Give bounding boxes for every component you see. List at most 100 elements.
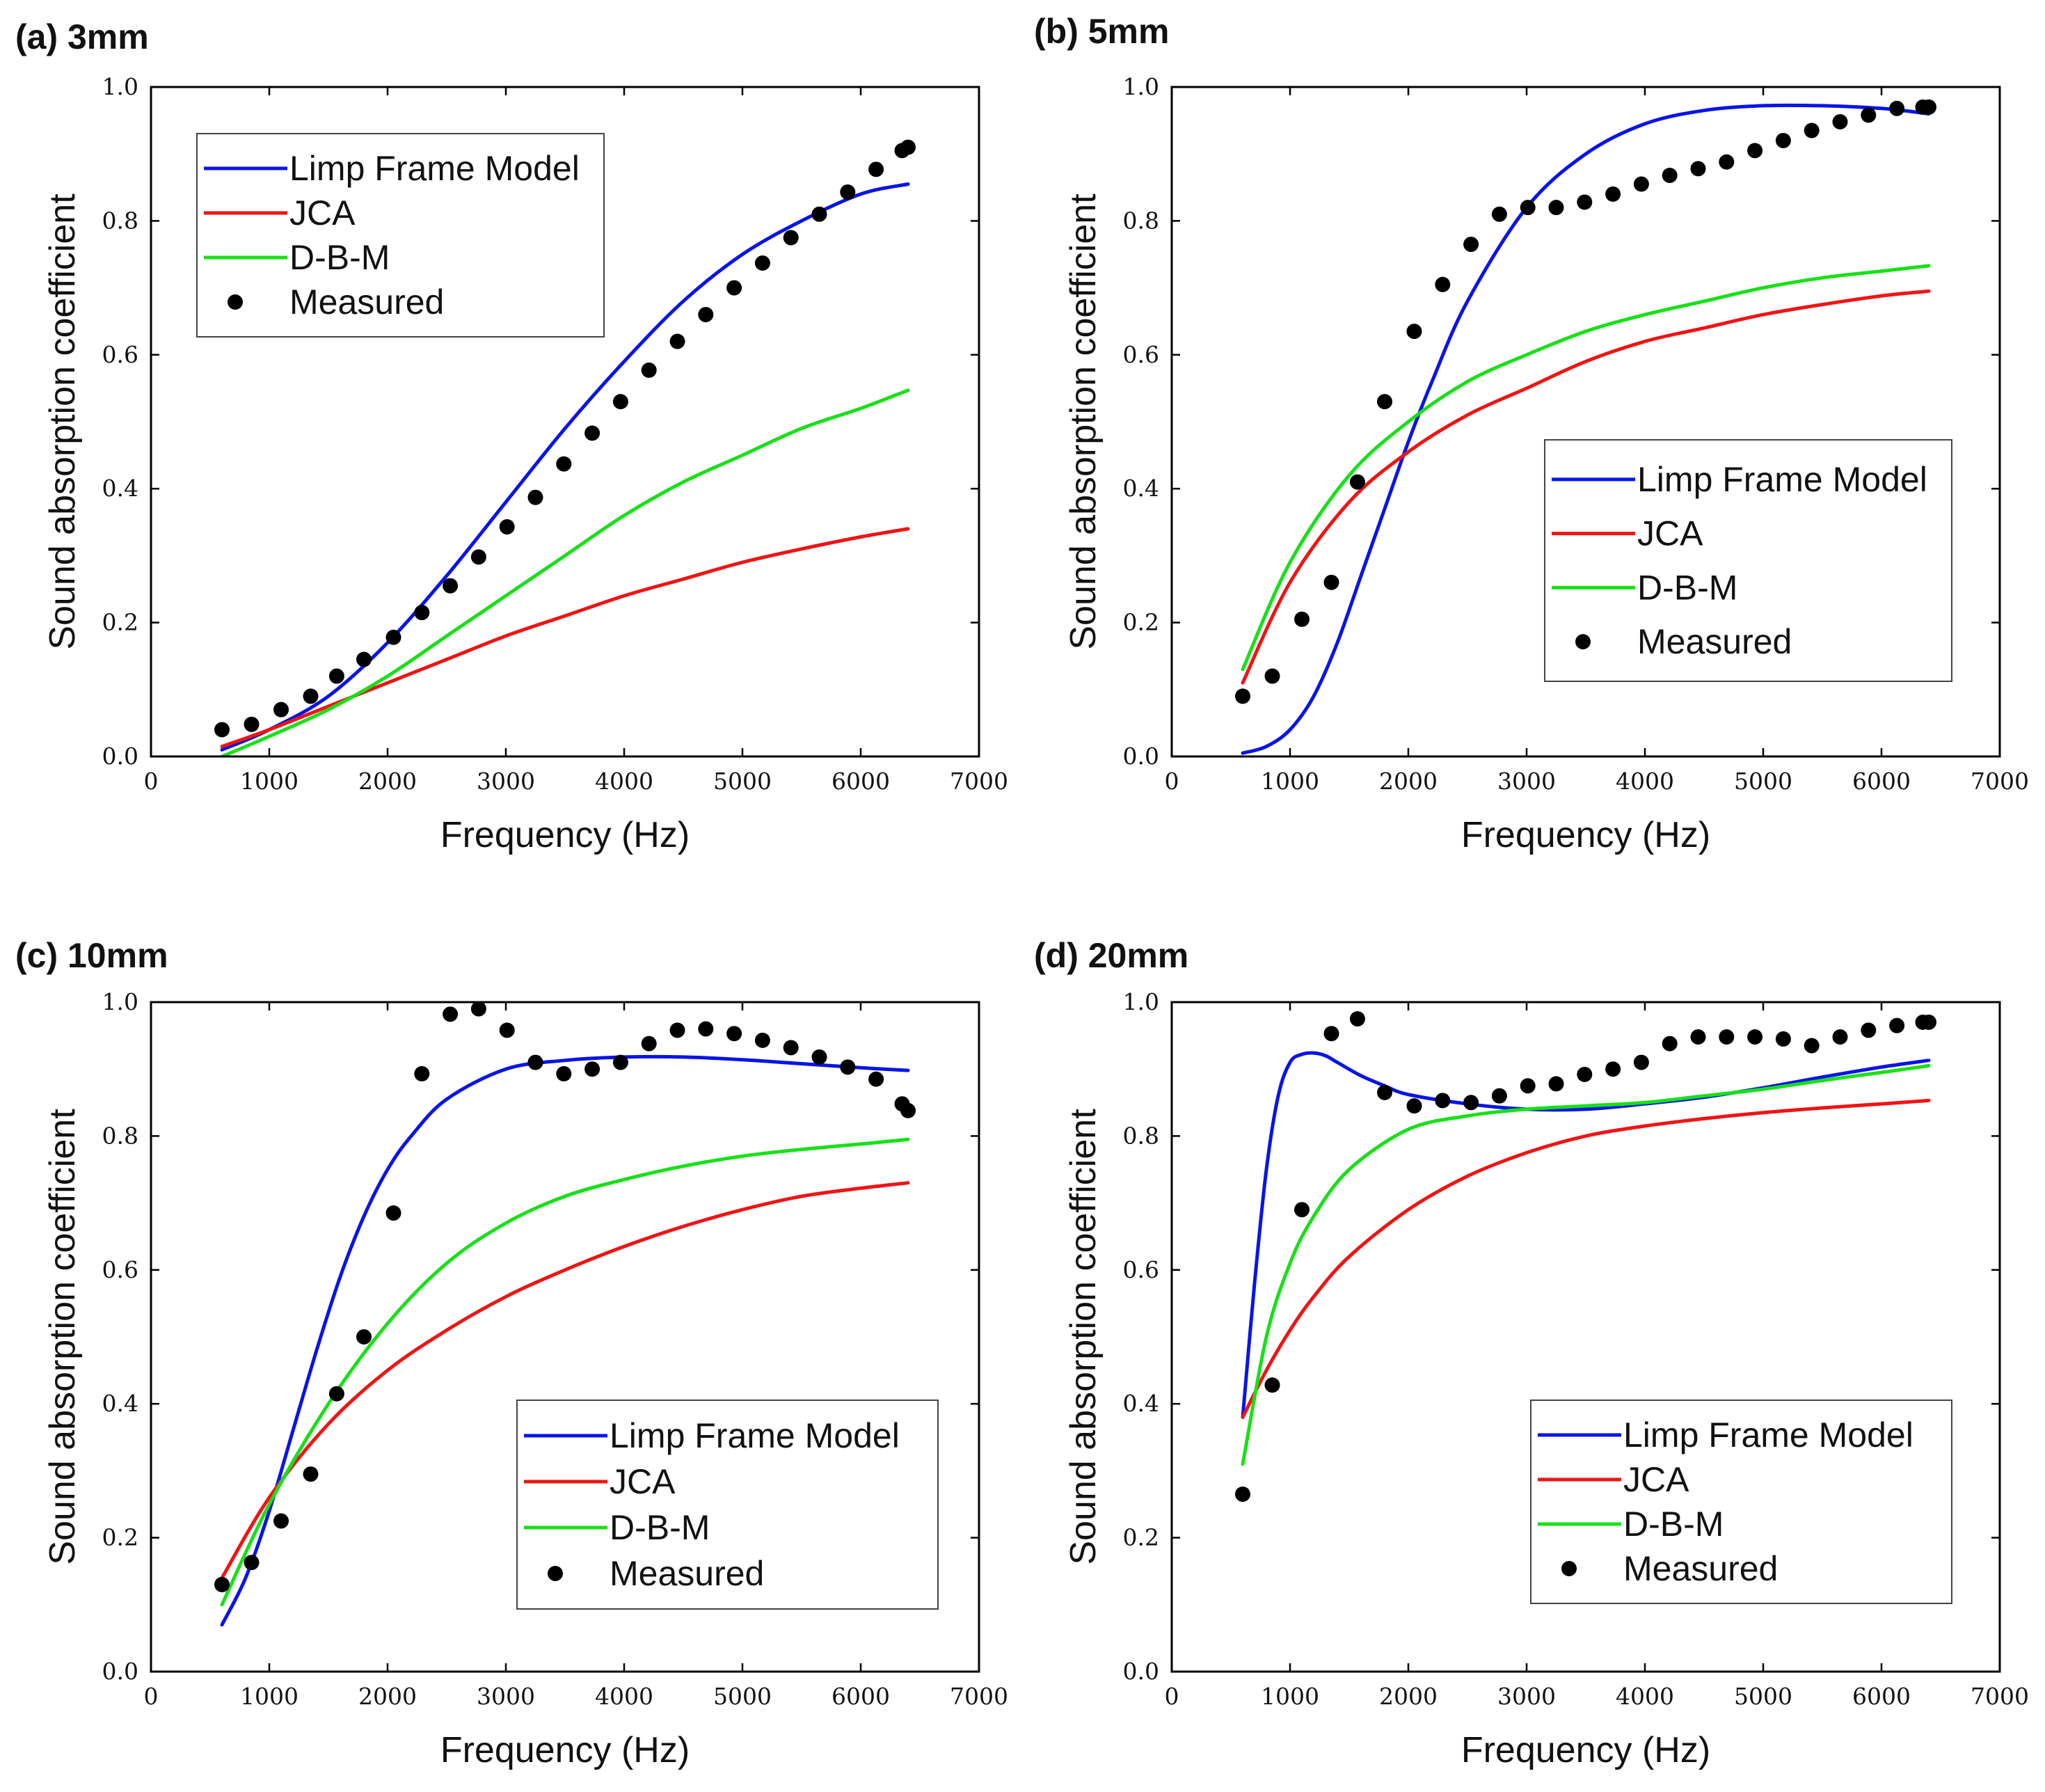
y-tick-label: 0.4 [102,1390,138,1417]
y-tick-label: 0.4 [1123,1390,1159,1417]
measured-point [1323,1026,1339,1042]
measured-point [1747,1029,1763,1045]
measured-point [273,1513,289,1529]
series-group [214,139,916,756]
measured-point [1662,167,1678,183]
measured-point [1520,1078,1536,1094]
series-group [1235,1011,1936,1502]
series-line [220,527,910,749]
x-axis-title: Frequency (Hz) [1461,1730,1710,1770]
y-tick-label: 0.8 [1123,1122,1159,1149]
y-tick-label: 0.2 [102,609,138,636]
x-axis-title: Frequency (Hz) [1461,815,1710,855]
measured-point [556,1065,572,1081]
legend-marker-swatch [228,294,243,310]
x-tick-label: 7000 [1971,768,2029,795]
measured-point [612,394,628,410]
x-tick-label: 5000 [1734,768,1792,795]
x-tick-label: 3000 [1497,768,1556,795]
series-line [220,1181,910,1580]
measured-point [1861,1022,1877,1038]
chart-panel: (c) 10mm 0 1000 2000 3000 4000 5000 6000 7000 0.0… [15,936,1008,1770]
chart-title: (d) 20mm [1034,936,1188,975]
x-tick-label: 0 [1165,1683,1179,1710]
measured-point [1804,1038,1820,1054]
series-line [220,388,910,756]
measured-point [1719,1029,1735,1045]
measured-point [1605,186,1621,202]
x-tick-label: 1000 [1261,768,1319,795]
measured-point [1662,1036,1678,1052]
x-tick-label: 5000 [713,1683,772,1710]
measured-point [1294,1202,1310,1218]
x-tick-label: 2000 [1379,768,1438,795]
x-tick-label: 3000 [477,1683,535,1710]
series-line [1241,1098,1931,1419]
x-tick-label: 0 [144,768,159,795]
legend-label: D-B-M [289,238,390,277]
measured-point [754,1032,770,1048]
measured-point [1294,611,1310,627]
chart-panel: (a) 3mm 0 1000 2000 3000 4000 5000 6000 7000 0.0 0… [15,17,1008,855]
y-tick-label: 0.8 [1123,207,1159,234]
measured-point [1548,200,1564,216]
measured-point [1921,99,1936,115]
legend-label: Measured [289,283,444,322]
x-tick-label: 4000 [1616,768,1674,795]
y-tick-label: 0.6 [1123,1256,1159,1283]
measured-point [1349,1011,1365,1027]
measured-point [1804,122,1820,138]
measured-point [1323,574,1339,590]
x-tick-label: 6000 [1852,1683,1911,1710]
chart-panel: (b) 5mm 0 1000 2000 3000 4000 5000 6000 7000 0.0 0… [1034,12,2029,855]
x-tick-label: 1000 [240,768,299,795]
legend-label: JCA [1637,514,1703,553]
x-tick-label: 1000 [1261,1683,1319,1710]
y-tick-label: 0.2 [102,1524,138,1551]
measured-point [1690,161,1706,177]
plot-frame [150,86,980,758]
legend: Limp Frame Model JCA D-B-M Measured [1544,439,1952,682]
x-tick-label: 5000 [713,768,772,795]
series-line [220,1137,910,1607]
measured-point [443,1006,459,1022]
measured-point [1264,1377,1280,1393]
measured-point [470,549,486,565]
measured-point [868,161,884,177]
measured-point [1377,1084,1392,1100]
measured-point [1832,114,1848,130]
measured-point [1463,237,1479,253]
series-line [1241,1063,1931,1466]
y-axis-title: Sound absorption coefficient [42,193,83,650]
measured-point [1889,1017,1905,1033]
measured-point [669,333,685,349]
x-tick-label: 5000 [1734,1683,1792,1710]
x-tick-label: 4000 [595,1683,653,1710]
measured-point [1921,1014,1936,1030]
measured-point [1235,1486,1250,1502]
legend: Limp Frame Model JCA D-B-M Measured [196,133,605,338]
measured-point [214,722,230,738]
x-tick-label: 0 [144,1683,159,1710]
x-tick-label: 2000 [358,768,417,795]
measured-point [1719,154,1735,170]
legend-marker-swatch [548,1566,563,1581]
measured-point [443,578,459,594]
chart-title: (b) 5mm [1034,12,1169,51]
measured-point [214,1576,230,1592]
measured-point [527,1054,543,1070]
measured-point [356,1329,372,1345]
measured-point [1406,1098,1422,1114]
series-line [1241,264,1931,672]
measured-point [1633,176,1649,192]
measured-point [726,280,742,296]
legend-marker-swatch [1561,1561,1577,1576]
measured-point [584,425,600,441]
measured-point [641,362,657,378]
measured-point [1577,194,1593,210]
measured-point [726,1026,742,1042]
measured-point [527,489,543,505]
measured-point [328,668,344,684]
measured-point [1633,1054,1649,1070]
